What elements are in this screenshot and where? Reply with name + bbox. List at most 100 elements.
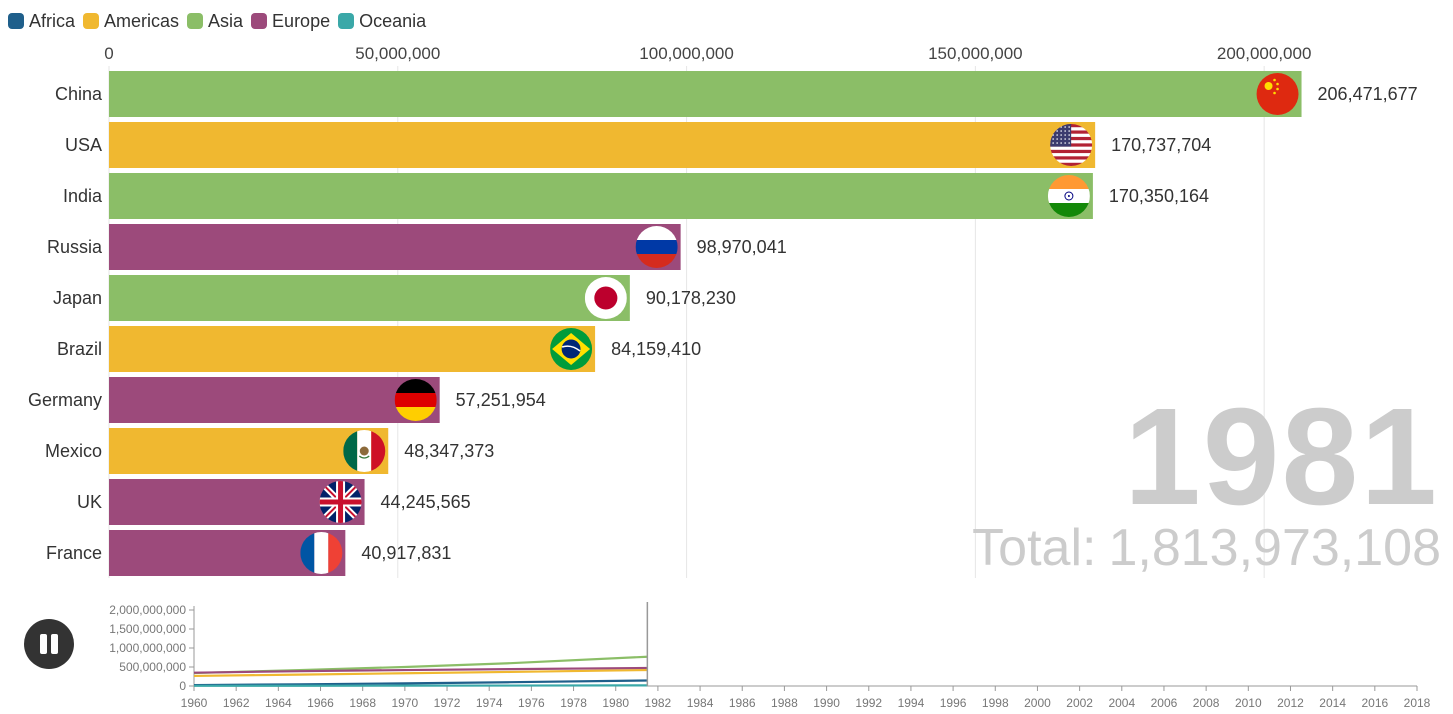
- timeline-x-tick-label: 1990: [813, 696, 840, 710]
- legend-item-oceania[interactable]: Oceania: [338, 11, 426, 32]
- category-label: China: [55, 84, 103, 104]
- category-label: USA: [65, 135, 102, 155]
- timeline-x-axis: 1960 1962 1964 1966 1968 1970 1972 1974 1976 1978…: [181, 685, 1431, 710]
- category-label: France: [46, 543, 102, 563]
- legend-label: Americas: [104, 10, 180, 31]
- timeline-x-tick-label: 1984: [687, 696, 714, 710]
- legend-label: Asia: [208, 10, 244, 31]
- bar-row-germany: Germany 57,251,954: [28, 377, 546, 423]
- bar-row-usa: USA 170,737,704: [65, 122, 1211, 168]
- mexico-flag-icon: [343, 430, 386, 472]
- legend-item-africa[interactable]: Africa: [8, 11, 75, 32]
- legend-swatch: [83, 13, 100, 29]
- total-population-label: Total: 1,813,973,108: [972, 522, 1441, 574]
- bar: [109, 224, 681, 270]
- brazil-flag-icon: [550, 328, 593, 370]
- current-year-label: 1981: [1124, 380, 1439, 534]
- uk-flag-icon: [319, 481, 362, 523]
- germany-flag-icon: [394, 379, 437, 421]
- legend-item-europe[interactable]: Europe: [251, 11, 330, 32]
- timeline-y-tick-label: 1,500,000,000: [109, 622, 186, 636]
- x-tick-label: 200,000,000: [1217, 44, 1312, 63]
- timeline-x-tick-label: 1998: [982, 696, 1009, 710]
- timeline-x-tick-label: 1962: [223, 696, 250, 710]
- timeline-x-tick-label: 1982: [645, 696, 672, 710]
- timeline-series-americas: [193, 668, 648, 678]
- timeline-x-tick-label: 2018: [1404, 696, 1431, 710]
- timeline-x-tick-label: 1994: [898, 696, 925, 710]
- legend-item-asia[interactable]: Asia: [187, 11, 243, 32]
- value-label: 98,970,041: [697, 237, 787, 257]
- timeline-x-tick-label: 1980: [602, 696, 629, 710]
- timeline-x-tick-label: 2008: [1193, 696, 1220, 710]
- timeline-x-tick-label: 2014: [1319, 696, 1346, 710]
- value-label: 44,245,565: [381, 492, 471, 512]
- category-label: Russia: [47, 237, 103, 257]
- bar-row-mexico: Mexico 48,347,373: [45, 428, 494, 474]
- timeline-x-tick-label: 2000: [1024, 696, 1051, 710]
- x-axis: 0 50,000,000 100,000,000 150,000,000 200,000…: [104, 44, 1311, 578]
- bar-row-brazil: Brazil 84,159,410: [57, 326, 701, 372]
- bar: [109, 377, 440, 423]
- bar: [109, 326, 596, 372]
- bar-row-japan: Japan 90,178,230: [53, 275, 736, 321]
- japan-flag-icon: [584, 277, 627, 319]
- timeline-x-tick-label: 1996: [940, 696, 967, 710]
- timeline-x-tick-label: 1988: [771, 696, 798, 710]
- value-label: 170,350,164: [1109, 186, 1209, 206]
- timeline-x-tick-label: 2016: [1361, 696, 1388, 710]
- x-tick-label: 0: [104, 44, 113, 63]
- russia-flag-icon: [635, 226, 678, 268]
- legend-label: Africa: [29, 10, 76, 31]
- category-label: Mexico: [45, 441, 102, 461]
- category-label: Japan: [53, 288, 102, 308]
- timeline-x-tick-label: 1986: [729, 696, 756, 710]
- timeline-x-tick-label: 1974: [476, 696, 503, 710]
- category-label: India: [63, 186, 103, 206]
- bar: [109, 428, 389, 474]
- total-prefix: Total:: [972, 519, 1097, 577]
- bar-row-india: India 170,350,164: [63, 173, 1209, 219]
- bar-row-russia: Russia 98,970,041: [47, 224, 787, 270]
- value-label: 206,471,677: [1318, 84, 1418, 104]
- timeline-x-tick-label: 1960: [181, 696, 208, 710]
- bar: [109, 71, 1302, 117]
- value-label: 40,917,831: [361, 543, 451, 563]
- legend-swatch: [338, 13, 355, 29]
- pause-icon: [40, 634, 47, 654]
- timeline-x-tick-label: 2002: [1066, 696, 1093, 710]
- bar-row-china: China 206,471,677: [55, 71, 1418, 117]
- legend-swatch: [187, 13, 204, 29]
- timeline-y-tick-label: 2,000,000,000: [109, 603, 186, 617]
- total-value: 1,813,973,108: [1108, 519, 1441, 577]
- timeline-chart[interactable]: 0 500,000,000 1,000,000,000 1,500,000,000 2,…: [0, 596, 1453, 714]
- value-label: 90,178,230: [646, 288, 736, 308]
- timeline-series-africa: [193, 679, 648, 687]
- legend-item-americas[interactable]: Americas: [83, 11, 179, 32]
- timeline-x-tick-label: 1970: [392, 696, 419, 710]
- x-tick-label: 50,000,000: [355, 44, 440, 63]
- value-label: 48,347,373: [404, 441, 494, 461]
- timeline-x-tick-label: 1992: [855, 696, 882, 710]
- pause-button[interactable]: [24, 619, 74, 669]
- timeline-series-europe: [193, 666, 648, 674]
- value-label: 57,251,954: [456, 390, 546, 410]
- timeline-x-tick-label: 2010: [1235, 696, 1262, 710]
- pause-icon-right: [51, 634, 58, 654]
- bar-row-uk: UK 44,245,565: [77, 479, 471, 525]
- france-flag-icon: [300, 532, 343, 574]
- timeline-x-tick-label: 1978: [560, 696, 587, 710]
- bar: [109, 173, 1093, 219]
- timeline-x-tick-label: 1968: [349, 696, 376, 710]
- bar: [109, 275, 630, 321]
- timeline-x-tick-label: 1976: [518, 696, 545, 710]
- bar-chart-race: 0 50,000,000 100,000,000 150,000,000 200,000…: [28, 44, 1418, 578]
- timeline-x-tick-label: 2004: [1108, 696, 1135, 710]
- value-label: 84,159,410: [611, 339, 701, 359]
- timeline-x-tick-label: 1972: [434, 696, 461, 710]
- bar-row-france: France 40,917,831: [46, 530, 451, 576]
- category-label: UK: [77, 492, 102, 512]
- legend-swatch: [8, 13, 24, 29]
- legend-swatch: [251, 13, 268, 29]
- timeline-x-tick-label: 2012: [1277, 696, 1304, 710]
